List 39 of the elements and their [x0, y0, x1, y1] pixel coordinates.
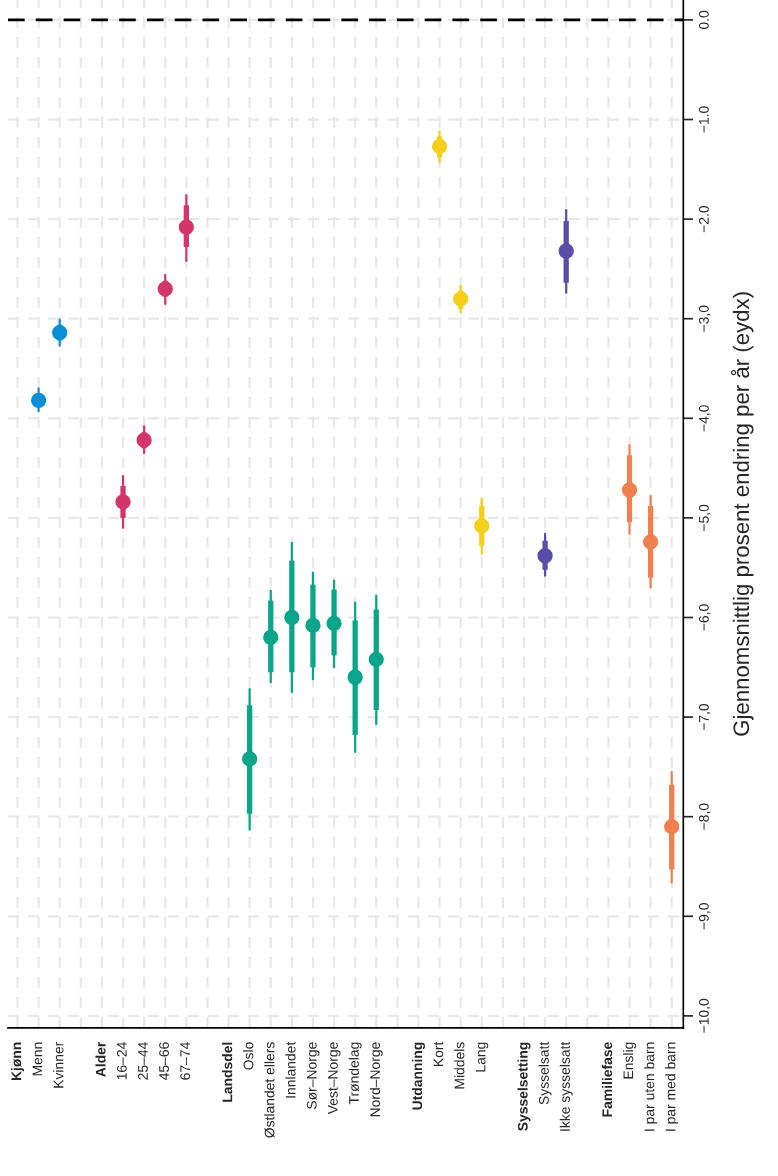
x-tick-label: Oslo — [243, 1042, 254, 1070]
x-tick-label: 16–24 — [116, 1042, 127, 1080]
x-tick-label: I par med barn — [665, 1042, 679, 1131]
x-tick-label: 45–66 — [159, 1042, 169, 1081]
x-tick-label: Kvinner — [53, 1041, 64, 1088]
y-tick-label: −6,0 — [698, 604, 711, 631]
y-tick-label: 0.0 — [698, 10, 709, 30]
y-tick-label: −1.0 — [698, 106, 709, 133]
x-tick-label: Enslig — [623, 1042, 636, 1079]
x-tick-label: Nord–Norge — [369, 1042, 383, 1117]
y-tick-label: −3,0 — [698, 305, 711, 332]
x-tick-label: Lang — [475, 1042, 489, 1072]
y-tick-label: −7,0 — [698, 703, 711, 731]
x-tick-label: Utdanning — [411, 1042, 425, 1110]
y-tick-label: −9,0 — [698, 903, 711, 930]
y-tick-label: −2.0 — [698, 205, 709, 233]
x-tick-label: 67–74 — [180, 1042, 191, 1080]
x-tick-label: Østlandet ellers — [264, 1042, 275, 1138]
x-tick-label: I par uten barn — [644, 1042, 658, 1131]
x-tick-label: Vest–Norge — [328, 1042, 341, 1115]
x-tick-label: Innlandet — [285, 1041, 296, 1098]
y-tick-label: −5,0 — [698, 504, 711, 531]
x-tick-label: Kort — [433, 1041, 444, 1067]
y-tick-label: −10,0 — [698, 998, 711, 1033]
x-tick-label: Ikke sysselsatt — [559, 1041, 573, 1131]
x-tick-label: Menn — [32, 1042, 43, 1076]
x-tick-label: Familiefase — [601, 1042, 613, 1117]
x-tick-label: 25–44 — [138, 1042, 148, 1080]
y-tick-label: −8,0 — [698, 803, 711, 830]
x-tick-label: Sør–Norge — [306, 1042, 320, 1109]
x-tick-label: Alder — [95, 1041, 106, 1077]
x-tick-label: Sysselsatt — [538, 1041, 552, 1105]
y-tick-label: −4,0 — [698, 405, 711, 432]
y-axis-title: Gjennomsnittlig prosent endring per år (eydx) — [730, 292, 754, 736]
x-tick-label: Trøndelag — [348, 1042, 362, 1105]
x-tick-label: Middels — [454, 1042, 465, 1089]
x-tick-label: Landsdel — [222, 1042, 233, 1102]
x-tick-label: Kjønn — [11, 1042, 24, 1081]
x-tick-label: Sysselsetting — [517, 1042, 531, 1131]
